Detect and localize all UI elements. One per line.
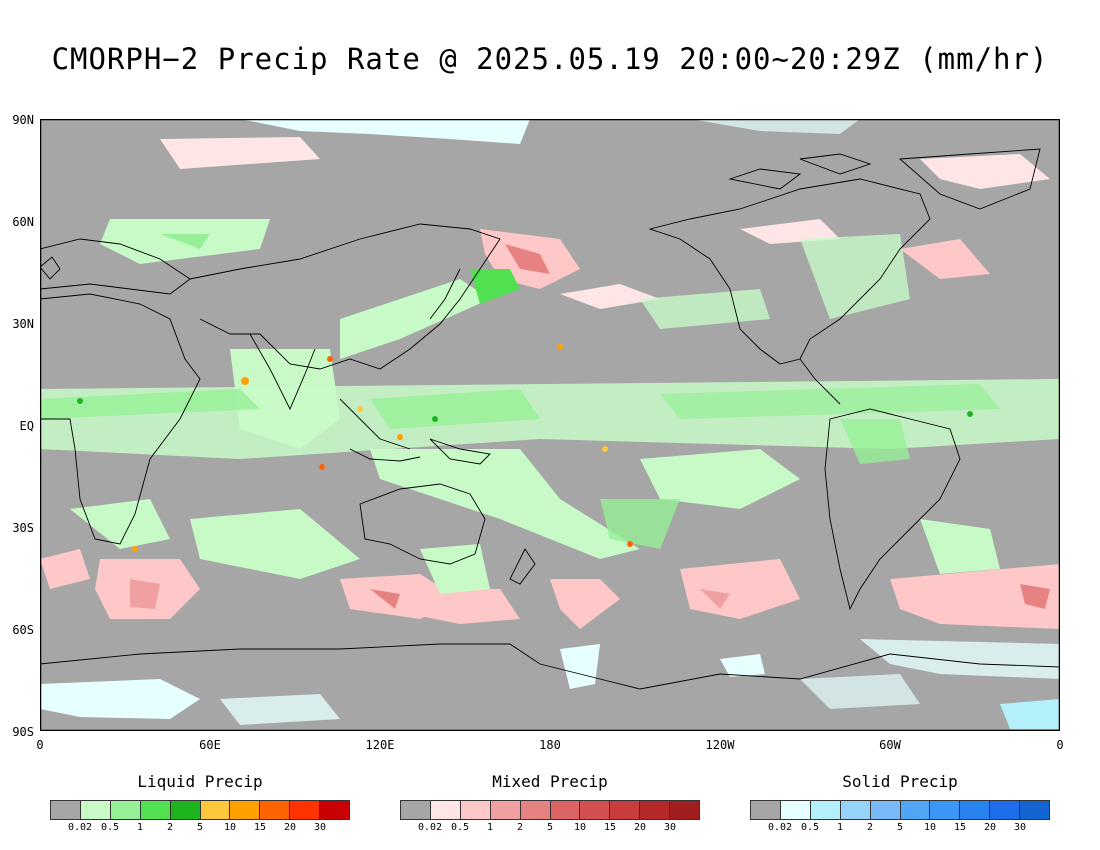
legend-swatch bbox=[960, 801, 991, 819]
legend-swatch bbox=[51, 801, 81, 819]
lat-label-60s: 60S bbox=[12, 623, 34, 637]
legend-swatch bbox=[990, 801, 1021, 819]
legend-tick-label: 30 bbox=[313, 822, 327, 833]
legend-swatch bbox=[290, 801, 321, 819]
map-frame bbox=[40, 119, 1060, 731]
legend-swatch bbox=[430, 801, 461, 819]
legend-tick-label: 30 bbox=[663, 822, 677, 833]
legend-swatch bbox=[610, 801, 641, 819]
legend-liquid-title: Liquid Precip bbox=[137, 772, 263, 791]
legend-tick-label: 10 bbox=[573, 822, 587, 833]
legend-swatch bbox=[110, 801, 141, 819]
precip-map bbox=[40, 119, 1060, 731]
legend-tick-label: 0.5 bbox=[450, 822, 470, 833]
precip-map-canvas bbox=[40, 119, 1060, 731]
legend-tick-label: 1 bbox=[136, 822, 144, 833]
legend-liquid-bar bbox=[50, 800, 350, 820]
legend-swatch bbox=[230, 801, 261, 819]
lon-label-120w: 120W bbox=[705, 738, 735, 752]
legend-mixed-title: Mixed Precip bbox=[492, 772, 608, 791]
legend-swatch bbox=[900, 801, 931, 819]
legend-tick-label: 15 bbox=[603, 822, 617, 833]
solid-precip-areas bbox=[40, 119, 1060, 729]
legend-tick-label: 1 bbox=[836, 822, 844, 833]
legend-solid-title: Solid Precip bbox=[842, 772, 958, 791]
legend-swatch bbox=[810, 801, 841, 819]
legend-mixed: Mixed Precip 0.02 0.5 1 2 5 10 15 20 30 bbox=[400, 772, 700, 834]
legend-mixed-bar bbox=[400, 800, 700, 820]
legend-tick-label: 15 bbox=[253, 822, 267, 833]
legend-swatch bbox=[80, 801, 111, 819]
legend-tick-label: 0.02 bbox=[67, 822, 93, 833]
legend-tick-label: 5 bbox=[896, 822, 904, 833]
legend-tick-label: 30 bbox=[1013, 822, 1027, 833]
legend-liquid-ticks: 0.02 0.5 1 2 5 10 15 20 30 bbox=[50, 820, 350, 834]
legend-swatch bbox=[840, 801, 871, 819]
legend-tick-label: 2 bbox=[516, 822, 524, 833]
lat-label-90s: 90S bbox=[12, 725, 34, 739]
legend-liquid: Liquid Precip 0.02 0.5 1 2 5 10 15 20 30 bbox=[50, 772, 350, 834]
legend-tick-label: 2 bbox=[866, 822, 874, 833]
lon-label-120e: 120E bbox=[365, 738, 395, 752]
lon-label-60e: 60E bbox=[199, 738, 221, 752]
lat-label-30n: 30N bbox=[12, 317, 34, 331]
legend-swatch bbox=[550, 801, 581, 819]
heavy-rain-cells bbox=[77, 344, 973, 552]
legend-swatch bbox=[670, 801, 700, 819]
lat-label-60n: 60N bbox=[12, 215, 34, 229]
legend-swatch bbox=[200, 801, 231, 819]
coastlines bbox=[40, 148, 1060, 690]
liquid-precip-areas bbox=[40, 219, 1060, 594]
legend-tick-label: 0.02 bbox=[417, 822, 443, 833]
legend-swatch bbox=[751, 801, 781, 819]
legend-swatch bbox=[170, 801, 201, 819]
legend-tick-label: 1 bbox=[486, 822, 494, 833]
legend-solid: Solid Precip 0.02 0.5 1 2 5 10 15 20 30 bbox=[750, 772, 1050, 834]
legend-swatch bbox=[401, 801, 431, 819]
legend-mixed-ticks: 0.02 0.5 1 2 5 10 15 20 30 bbox=[400, 820, 700, 834]
legend-tick-label: 0.5 bbox=[800, 822, 820, 833]
lon-label-60w: 60W bbox=[879, 738, 901, 752]
legend-swatch bbox=[320, 801, 350, 819]
legend-swatch bbox=[1020, 801, 1050, 819]
legend-swatch bbox=[640, 801, 671, 819]
legend-tick-label: 0.02 bbox=[767, 822, 793, 833]
legend-tick-label: 15 bbox=[953, 822, 967, 833]
lat-label-eq: EQ bbox=[19, 419, 34, 433]
lon-label-180: 180 bbox=[539, 738, 561, 752]
legend-solid-ticks: 0.02 0.5 1 2 5 10 15 20 30 bbox=[750, 820, 1050, 834]
legend-tick-label: 20 bbox=[633, 822, 647, 833]
lat-label-30s: 30S bbox=[12, 521, 34, 535]
legend-tick-label: 20 bbox=[283, 822, 297, 833]
page-title: CMORPH−2 Precip Rate @ 2025.05.19 20:00~… bbox=[51, 42, 1049, 76]
lon-label-0-west: 0 bbox=[36, 738, 44, 752]
lon-label-0-east: 0 bbox=[1056, 738, 1064, 752]
lat-label-90n: 90N bbox=[12, 113, 34, 127]
legend-swatch bbox=[870, 801, 901, 819]
legend-swatch bbox=[460, 801, 491, 819]
legend-solid-bar bbox=[750, 800, 1050, 820]
legend-tick-label: 2 bbox=[166, 822, 174, 833]
legend-swatch bbox=[520, 801, 551, 819]
legend-tick-label: 20 bbox=[983, 822, 997, 833]
legend-tick-label: 5 bbox=[546, 822, 554, 833]
legend-tick-label: 0.5 bbox=[100, 822, 120, 833]
mixed-precip-areas bbox=[40, 137, 1060, 629]
legend-swatch bbox=[260, 801, 291, 819]
legend-swatch bbox=[580, 801, 611, 819]
legend-tick-label: 10 bbox=[923, 822, 937, 833]
legend-tick-label: 10 bbox=[223, 822, 237, 833]
legend-swatch bbox=[780, 801, 811, 819]
legend-swatch bbox=[930, 801, 961, 819]
legend-swatch bbox=[490, 801, 521, 819]
legend-swatch bbox=[140, 801, 171, 819]
legend-tick-label: 5 bbox=[196, 822, 204, 833]
